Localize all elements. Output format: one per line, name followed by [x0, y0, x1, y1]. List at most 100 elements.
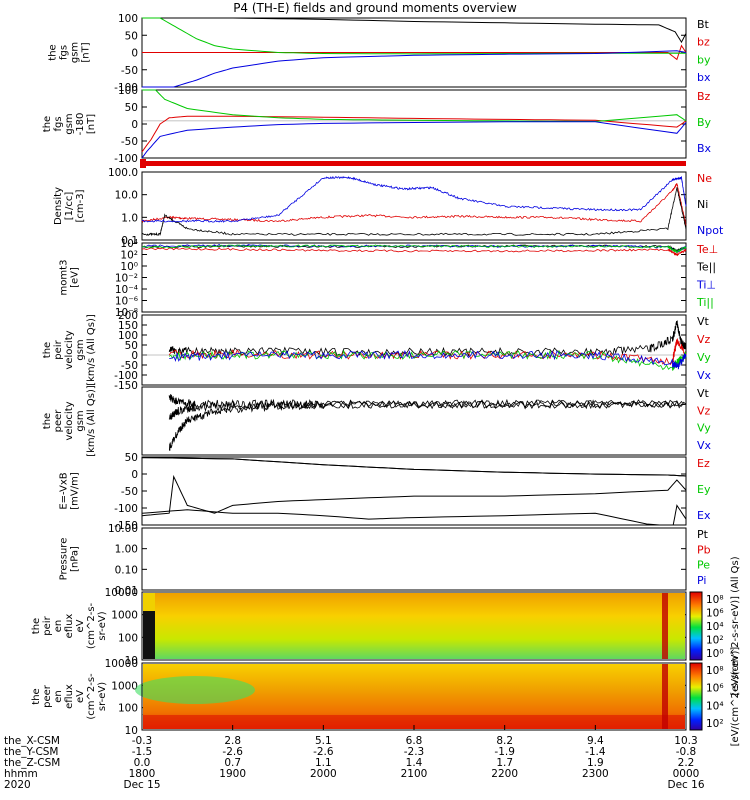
- colorbar-tick-label: 10⁴: [706, 621, 724, 633]
- spectrogram-band: [143, 715, 685, 729]
- x-tick-label: 0.7: [224, 757, 241, 769]
- y-axis-label-line: sr-eV): [97, 682, 108, 711]
- y-tick-label: 0.01: [115, 585, 138, 597]
- y-tick-label: -100: [114, 82, 138, 94]
- data-mode-bar: [140, 159, 686, 168]
- y-axis-label-line: sr-eV): [97, 611, 108, 640]
- y-axis-label-line: gsm: [75, 339, 86, 360]
- legend-vy: Vy: [697, 351, 711, 364]
- colorbar-label: [eV/(cm^2-s-sr-eV)] (All Qs): [730, 556, 741, 695]
- y-axis-label-line: [mV/m]: [70, 472, 81, 510]
- y-tick-label: 1000: [111, 610, 138, 622]
- spectrogram-image: [141, 591, 687, 661]
- y-tick-label: 100: [118, 330, 138, 342]
- legend-ni: Ni: [697, 198, 708, 211]
- spectrogram-band: [143, 593, 155, 611]
- y-tick-label: 0: [131, 119, 138, 131]
- y-tick-label: 10⁰: [120, 261, 138, 273]
- x-tick-label: -0.8: [676, 746, 697, 758]
- y-axis-label-line: en: [53, 620, 64, 633]
- x-tick-label: -1.9: [494, 746, 515, 758]
- series-pe: [141, 504, 687, 526]
- x-tick-label: 5.1: [315, 735, 332, 747]
- y-axis-label-line: E=-VxB: [59, 472, 70, 509]
- spectrogram-blob: [135, 676, 255, 704]
- y-axis-label-line: [km/s (All Qs)]: [86, 385, 97, 457]
- x-tick-label: 1.1: [315, 757, 332, 769]
- x-tick-label: 2200: [491, 768, 518, 780]
- x-tick-label: -0.3: [132, 735, 153, 747]
- panel-frame: [141, 527, 687, 591]
- y-tick-label: 10²: [120, 250, 138, 262]
- y-axis-label-line: the: [31, 618, 42, 634]
- series-ti||: [141, 244, 687, 254]
- y-axis-label-line: peir: [42, 615, 53, 635]
- y-tick-label: 0: [131, 469, 138, 481]
- x-row-label: the_X-CSM: [4, 735, 60, 747]
- y-axis-label-line: (cm^2-s-: [86, 602, 97, 649]
- y-axis-label-line: the: [42, 342, 53, 358]
- y-axis-label-line: fgs: [53, 116, 64, 131]
- y-tick-label: 100: [118, 632, 138, 644]
- legend-bx: bx: [697, 71, 711, 84]
- x-tick-label: -2.3: [404, 746, 425, 758]
- legend-vy: Vy: [697, 422, 711, 435]
- y-axis-label-line: [cm-3]: [75, 189, 86, 222]
- y-axis-label-line: eflux: [64, 614, 75, 639]
- spectrogram-fill: [143, 593, 685, 659]
- y-axis-label-line: [eV]: [70, 267, 81, 288]
- y-tick-label: -50: [121, 136, 138, 148]
- colorbar-tick-label: 10⁸: [706, 665, 724, 677]
- x-tick-label: 6.8: [406, 735, 423, 747]
- y-axis-label-line: the: [42, 413, 53, 429]
- x-tick-label: 2000: [310, 768, 337, 780]
- y-tick-label: 10000: [105, 587, 138, 599]
- y-tick-label: 0.1: [121, 235, 138, 247]
- y-tick-label: 10⁻⁸: [115, 307, 138, 319]
- y-axis-label: Density[1/cc][cm-3]: [53, 187, 86, 225]
- legend-ex: Ex: [697, 509, 711, 522]
- x-tick-label: 2300: [582, 768, 609, 780]
- spectrogram-burst: [662, 664, 668, 729]
- y-axis-label-line: velocity: [64, 401, 75, 440]
- legend-bz: Bz: [697, 90, 711, 103]
- series-bx: [141, 121, 687, 159]
- panel-density: Density[1/cc][cm-3] 100.0 10.0 1.0 0.1 Ne Ni Np…: [53, 167, 724, 247]
- legend-bz: bz: [697, 36, 710, 49]
- x-axis: the_X-CSMthe_Y-CSMthe_Z-CSMhhmm2020-0.3-…: [4, 725, 705, 791]
- y-tick-label: 10.0: [115, 190, 138, 202]
- colorbar-tick-label: 10⁸: [706, 594, 724, 606]
- legend-te||: Te||: [696, 261, 716, 274]
- y-tick-label: 10000: [105, 658, 138, 670]
- legend-vx: Vx: [697, 439, 712, 452]
- x-row-label: the_Y-CSM: [4, 746, 59, 758]
- y-tick-label: 50: [125, 102, 138, 114]
- mode-bar-marker: [140, 159, 146, 168]
- colorbar-tick-label: 10⁴: [706, 700, 724, 712]
- y-axis-label-line: eflux: [64, 684, 75, 709]
- x-tick-label: -1.5: [132, 746, 153, 758]
- panel-pressure: Pressure[nPa] 10.00 1.00 0.10 0.01 Pt Pb Pe Pi: [59, 523, 711, 597]
- y-tick-label: 100.0: [108, 167, 138, 179]
- plot-title: P4 (TH-E) fields and ground moments over…: [233, 1, 517, 15]
- panel-frame: [141, 314, 687, 386]
- y-tick-label: 50: [125, 30, 138, 42]
- x-tick-label: 2100: [401, 768, 428, 780]
- x-tick-label: 9.4: [587, 735, 604, 747]
- panel-frame: [141, 89, 687, 159]
- series-vy: [168, 349, 687, 371]
- panel-frame: [141, 171, 687, 241]
- legend-by: by: [697, 53, 711, 66]
- y-axis-label: thepeirvelocitygsm[km/s (All Qs)]: [42, 314, 97, 386]
- legend-ez: Ez: [697, 457, 710, 470]
- series-pt: [141, 457, 687, 477]
- y-axis-label-line: peir: [53, 339, 64, 359]
- y-tick-label: 0: [131, 350, 138, 362]
- legend-pb: Pb: [697, 543, 711, 556]
- colorbar-gradient: [689, 662, 703, 731]
- y-tick-label: 0: [131, 48, 138, 60]
- y-axis-label: momt3[eV]: [59, 260, 81, 296]
- legend-ti||: Ti||: [696, 296, 714, 309]
